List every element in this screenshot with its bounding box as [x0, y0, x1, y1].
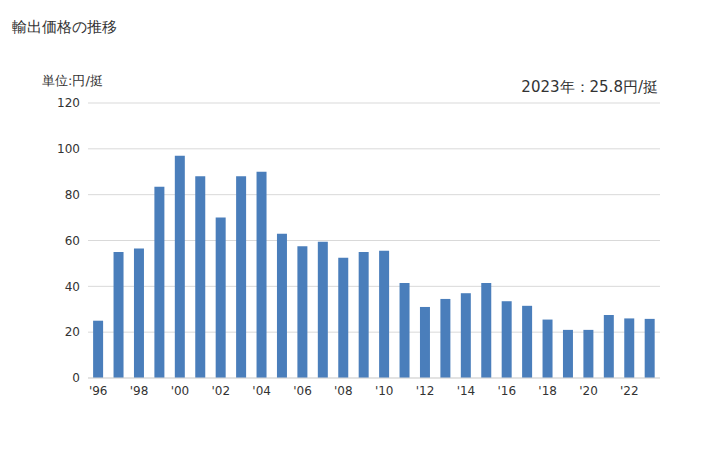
svg-text:80: 80 [65, 188, 80, 202]
svg-text:'08: '08 [334, 384, 353, 398]
html-text:2023年：25.8円/挺: 2023年：25.8円/挺 [521, 78, 658, 96]
svg-text:'22: '22 [620, 384, 639, 398]
svg-text:'96: '96 [89, 384, 108, 398]
svg-text:'16: '16 [497, 384, 516, 398]
html-text:単位:円/挺: 単位:円/挺 [42, 73, 103, 88]
svg-text:'04: '04 [252, 384, 271, 398]
svg-text:'14: '14 [457, 384, 476, 398]
svg-text:20: 20 [65, 325, 80, 339]
svg-text:'20: '20 [579, 384, 598, 398]
svg-text:'02: '02 [211, 384, 230, 398]
svg-text:100: 100 [57, 142, 80, 156]
svg-text:'12: '12 [416, 384, 435, 398]
svg-text:40: 40 [65, 280, 80, 294]
svg-text:'00: '00 [171, 384, 190, 398]
svg-text:'10: '10 [375, 384, 394, 398]
svg-text:120: 120 [57, 96, 80, 110]
svg-text:'98: '98 [130, 384, 149, 398]
svg-text:0: 0 [72, 371, 80, 385]
svg-text:'18: '18 [538, 384, 557, 398]
html-text:輸出価格の推移: 輸出価格の推移 [12, 18, 117, 36]
svg-text:60: 60 [65, 234, 80, 248]
svg-text:'06: '06 [293, 384, 312, 398]
